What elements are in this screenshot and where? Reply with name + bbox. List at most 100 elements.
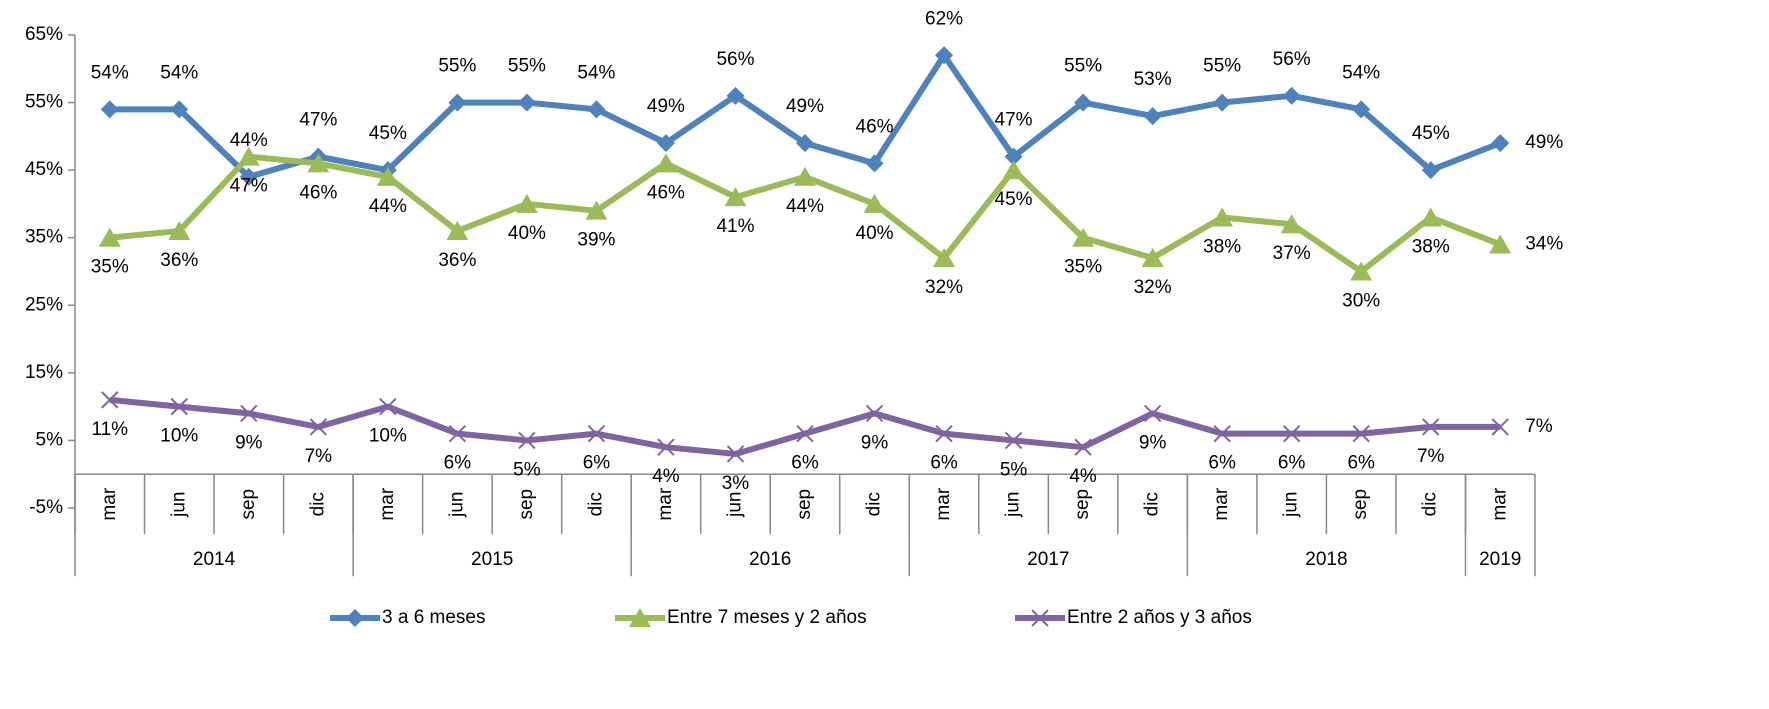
marker (1491, 418, 1509, 436)
marker (1352, 100, 1371, 119)
marker (794, 166, 816, 186)
data-label: 36% (160, 250, 198, 271)
marker (1004, 431, 1023, 450)
y-tick-label: 65% (25, 24, 63, 45)
data-label: 32% (1134, 277, 1172, 298)
marker (935, 424, 953, 443)
marker (237, 146, 260, 166)
data-label: 9% (861, 432, 889, 453)
x-tick-label: sep (1350, 489, 1371, 520)
marker (1282, 424, 1301, 443)
x-tick-label: dic (864, 492, 885, 516)
data-label: 54% (160, 62, 198, 83)
marker (98, 227, 121, 247)
marker (587, 100, 606, 119)
marker (517, 93, 536, 112)
x-tick-label: mar (1489, 487, 1510, 520)
group-label: 2014 (193, 549, 236, 570)
y-tick-label: -5% (29, 497, 63, 518)
data-label: 56% (716, 49, 754, 70)
data-label: 40% (856, 223, 894, 244)
marker (1141, 247, 1164, 267)
marker (1031, 609, 1049, 627)
data-label: 7% (305, 446, 333, 467)
data-label: 6% (930, 453, 958, 474)
marker (448, 424, 467, 443)
data-label: 45% (1412, 123, 1450, 144)
data-label: 46% (647, 182, 685, 203)
data-label: 34% (1525, 233, 1563, 254)
data-label: 38% (1203, 236, 1241, 257)
data-label: 37% (1273, 243, 1311, 264)
data-label: 7% (1525, 416, 1553, 437)
marker (1004, 147, 1023, 166)
marker (1074, 93, 1093, 112)
data-label: 49% (786, 96, 824, 117)
group-label: 2018 (1305, 549, 1347, 570)
marker (865, 404, 884, 423)
data-label: 54% (577, 62, 615, 83)
data-label: 36% (438, 250, 476, 271)
x-tick-label: jun (446, 492, 467, 518)
marker (585, 200, 608, 220)
data-label: 46% (299, 182, 337, 203)
y-tick-label: 55% (25, 92, 63, 113)
marker (168, 220, 191, 240)
data-label: 6% (1347, 453, 1375, 474)
marker (448, 93, 467, 112)
data-label: 5% (513, 459, 541, 480)
data-label: 55% (438, 56, 476, 77)
x-tick-label: dic (307, 492, 328, 516)
data-label: 6% (791, 453, 819, 474)
data-label: 30% (1342, 291, 1380, 312)
x-tick-label: jun (168, 492, 189, 518)
x-tick-label: dic (1142, 492, 1163, 516)
data-label: 46% (856, 116, 894, 137)
data-label: 53% (1134, 69, 1172, 90)
marker (654, 153, 677, 173)
data-label: 56% (1273, 49, 1311, 70)
data-label: 54% (91, 62, 129, 83)
x-tick-label: mar (377, 487, 398, 520)
x-tick-label: dic (1420, 492, 1441, 516)
marker (865, 154, 884, 173)
data-label: 5% (1000, 459, 1028, 480)
y-tick-label: 45% (25, 159, 63, 180)
data-label: 47% (230, 176, 268, 197)
data-label: 9% (1139, 432, 1167, 453)
marker (629, 608, 651, 627)
marker (379, 397, 397, 416)
marker (726, 86, 745, 105)
data-label: 35% (1064, 257, 1102, 278)
group-label: 2015 (471, 549, 513, 570)
marker (587, 424, 606, 443)
data-label: 11% (91, 419, 128, 440)
marker (1002, 160, 1025, 180)
marker (100, 100, 119, 119)
data-label: 3% (722, 473, 750, 494)
marker (1489, 234, 1512, 254)
marker (933, 247, 956, 267)
data-label: 9% (235, 432, 263, 453)
data-label: 40% (508, 223, 546, 244)
x-tick-label: mar (933, 487, 954, 520)
data-label: 4% (652, 466, 680, 487)
group-label: 2016 (749, 549, 791, 570)
data-label: 62% (925, 8, 963, 29)
data-label: 6% (444, 453, 472, 474)
data-label: 54% (1342, 62, 1380, 83)
x-tick-label: sep (794, 489, 815, 520)
data-label: 38% (1412, 236, 1450, 257)
marker (170, 100, 189, 119)
marker (1074, 438, 1092, 456)
group-label: 2019 (1479, 549, 1521, 570)
marker (309, 418, 328, 436)
y-tick-label: 5% (36, 429, 64, 450)
y-tick-label: 15% (25, 362, 63, 383)
marker (657, 438, 675, 456)
marker (724, 187, 747, 207)
data-label: 39% (577, 230, 615, 251)
marker (446, 220, 469, 240)
marker (1280, 214, 1303, 234)
